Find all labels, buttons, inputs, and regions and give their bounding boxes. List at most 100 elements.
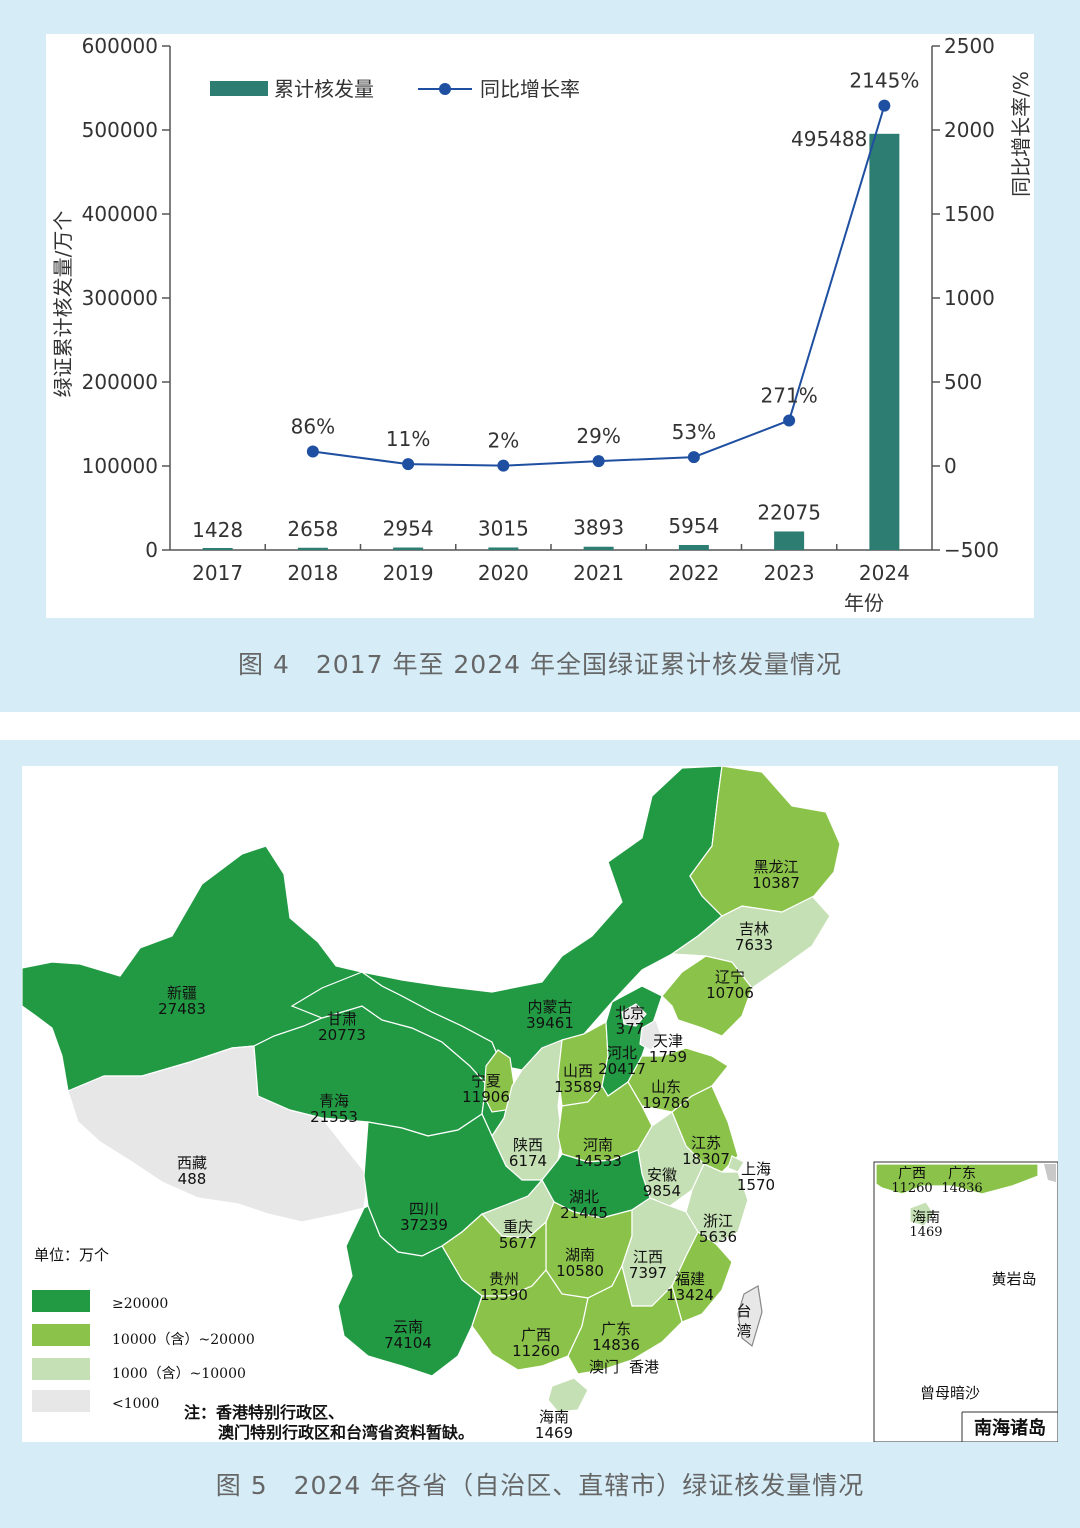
inset-guangdong-name: 广东 [948, 1166, 976, 1182]
province-value: 7633 [735, 936, 773, 954]
rate-label: 271% [761, 383, 818, 407]
province-name: 内蒙古 [527, 998, 572, 1016]
legend-label-high: ≥20000 [112, 1296, 168, 1312]
province-name: 甘肃 [327, 1010, 357, 1028]
province-name: 贵州 [489, 1270, 519, 1288]
legend-bar-label: 累计核发量 [274, 77, 374, 101]
rate-series-line [312, 105, 886, 467]
right-axis-ticks: −500 0 500 1000 1500 2000 2500 [932, 34, 999, 562]
region-tianjin [639, 1019, 663, 1051]
x-tick-label: 2019 [383, 561, 434, 585]
x-tick-label: 2023 [764, 561, 815, 585]
x-axis-ticks: 2017 2018 2019 2020 2021 2022 2023 2024 [192, 544, 910, 585]
x-tick-label: 2021 [573, 561, 624, 585]
province-name: 海南 [539, 1408, 569, 1426]
province-value: 6174 [509, 1152, 547, 1170]
province-value: 377 [616, 1020, 645, 1038]
rate-point [402, 458, 415, 471]
legend-label-low: 1000（含）~10000 [112, 1366, 246, 1382]
province-name: 青海 [319, 1092, 349, 1110]
y-axis-label: 绿证累计核发量/万个 [51, 211, 75, 398]
label-hongkong: 香港 [629, 1358, 659, 1376]
left-tick-label: 100000 [82, 454, 158, 478]
combo-chart: 0 100000 200000 300000 400000 500000 600000 −5… [51, 34, 1033, 615]
label-taiwan-2: 湾 [736, 1322, 751, 1340]
province-value: 5636 [699, 1228, 737, 1246]
map-unit: 单位：万个 [34, 1246, 109, 1264]
x-tick-label: 2018 [287, 561, 338, 585]
province-name: 浙江 [703, 1212, 733, 1230]
rate-point [497, 459, 510, 472]
province-name: 吉林 [739, 920, 769, 938]
legend-line-label: 同比增长率 [480, 77, 580, 101]
bar-label: 3893 [573, 516, 624, 540]
region-heilongjiang [689, 765, 841, 917]
legend-label-min: <1000 [112, 1396, 159, 1412]
inset-hainan [909, 1201, 935, 1227]
inset-guangxi-value: 11260 [891, 1181, 932, 1196]
province-value: 27483 [158, 1000, 206, 1018]
rate-label: 29% [576, 424, 620, 448]
bar-label: 2954 [383, 517, 434, 541]
legend-swatch-high [32, 1290, 90, 1312]
rate-point [783, 414, 796, 427]
bar [488, 547, 519, 550]
province-name: 湖北 [569, 1188, 599, 1206]
left-axis-ticks: 0 100000 200000 300000 400000 500000 600000 [82, 34, 170, 562]
province-value: 10706 [706, 984, 754, 1002]
bar-label: 495488 [791, 127, 867, 151]
rate-label: 11% [386, 427, 430, 451]
province-name: 西藏 [177, 1154, 207, 1172]
inset-title: 南海诸岛 [974, 1417, 1046, 1439]
province-name: 黑龙江 [753, 858, 798, 876]
left-tick-label: 300000 [82, 286, 158, 310]
province-name: 重庆 [503, 1218, 533, 1236]
right-tick-label: 500 [944, 370, 982, 394]
x-tick-label: 2022 [668, 561, 719, 585]
x-tick-label: 2020 [478, 561, 529, 585]
province-name: 云南 [393, 1318, 423, 1336]
label-macau: 澳门 [589, 1358, 619, 1376]
province-value: 10387 [752, 874, 800, 892]
province-name: 湖南 [565, 1246, 595, 1264]
bar [774, 531, 805, 550]
x-axis-label: 年份 [844, 591, 884, 615]
chart-axes [169, 46, 933, 551]
x-tick-label: 2024 [859, 561, 910, 585]
province-name: 江西 [633, 1248, 663, 1266]
region-guangdong [567, 1264, 683, 1375]
left-tick-label: 200000 [82, 370, 158, 394]
chart-area: 0 100000 200000 300000 400000 500000 600000 −5… [46, 34, 1034, 618]
inset-guangdong-value: 14836 [941, 1181, 982, 1196]
bar [678, 544, 709, 550]
legend-swatch-mid [32, 1324, 90, 1346]
left-tick-label: 0 [145, 538, 158, 562]
inset-taiwan [1044, 1164, 1056, 1182]
province-name: 上海 [741, 1160, 771, 1178]
inset-zengmu-label: 曾母暗沙 [920, 1384, 980, 1402]
right-tick-label: 1000 [944, 286, 995, 310]
province-value: 11906 [462, 1088, 510, 1106]
region-zhejiang [685, 1163, 749, 1245]
province-value: 7397 [629, 1264, 667, 1282]
region-fujian [671, 1231, 733, 1323]
bar [202, 548, 233, 550]
province-value: 18307 [682, 1150, 730, 1168]
inset-hainan-value: 1469 [909, 1225, 942, 1240]
inset-frame [873, 1161, 1059, 1443]
province-value: 20417 [598, 1060, 646, 1078]
bar [393, 547, 424, 550]
figure5-caption: 图 5 2024 年各省（自治区、直辖市）绿证核发量情况 [215, 1471, 865, 1500]
inset-guangxi-name: 广西 [898, 1166, 926, 1182]
province-name: 宁夏 [471, 1072, 501, 1090]
legend-swatch-low [32, 1358, 90, 1380]
rate-data-labels: 86% 11% 2% 29% 53% 271% 2145% [291, 69, 920, 453]
bar-label: 2658 [287, 517, 338, 541]
right-tick-label: 1500 [944, 202, 995, 226]
bar-label: 5954 [668, 514, 719, 538]
province-name: 河南 [583, 1136, 613, 1154]
bar-data-labels: 1428 2658 2954 3015 3893 5954 22075 495488 [192, 127, 867, 542]
inset-huangyan-label: 黄岩岛 [991, 1270, 1036, 1288]
inset-hainan-name: 海南 [912, 1210, 940, 1226]
